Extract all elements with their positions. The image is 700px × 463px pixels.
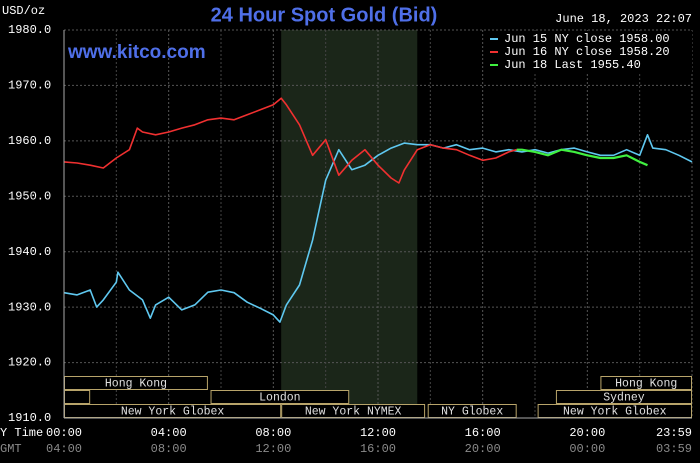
source-label: www.kitco.com — [67, 42, 206, 63]
x2-tick-label: 12:00 — [255, 442, 291, 456]
price-line — [63, 134, 693, 323]
timestamp: June 18, 2023 22:07 — [555, 12, 692, 26]
x-axis-label: Y Time — [0, 426, 43, 440]
legend-label: Jun 18 Last 1955.40 — [504, 58, 641, 72]
session-label: New York Globex — [121, 406, 225, 419]
x-tick-label: 08:00 — [255, 426, 291, 440]
y-tick-label: 1980.0 — [8, 23, 51, 37]
session-label: NY Globex — [441, 406, 503, 419]
session-box — [210, 390, 350, 404]
y-tick-label: 1910.0 — [8, 411, 51, 425]
price-line — [516, 148, 648, 167]
session-label: Sydney — [603, 392, 645, 405]
y-tick-label: 1920.0 — [8, 356, 51, 370]
session-box — [555, 390, 693, 404]
price-line — [63, 97, 517, 184]
x-tick-label: 12:00 — [360, 426, 396, 440]
session-label: New York NYMEX — [305, 406, 402, 419]
legend-label: Jun 16 NY close 1958.20 — [504, 45, 670, 59]
y-tick-label: 1970.0 — [8, 79, 51, 93]
x2-tick-label: 03:59 — [656, 442, 692, 456]
shaded-region — [281, 30, 418, 418]
x2-tick-label: 16:00 — [360, 442, 396, 456]
y-tick-label: 1950.0 — [8, 189, 51, 203]
legend-box — [486, 31, 692, 73]
x2-tick-label: 20:00 — [465, 442, 501, 456]
session-box — [600, 376, 693, 390]
chart-title: 24 Hour Spot Gold (Bid) — [211, 4, 438, 26]
y-tick-label: 1960.0 — [8, 134, 51, 148]
x-tick-label: 04:00 — [151, 426, 187, 440]
x-tick-label: 00:00 — [46, 426, 82, 440]
x2-tick-label: 00:00 — [569, 442, 605, 456]
session-label: London — [259, 392, 300, 405]
session-label: Hong Kong — [615, 378, 677, 391]
session-box — [64, 390, 91, 404]
x2-tick-label: 04:00 — [46, 442, 82, 456]
x-tick-label: 16:00 — [465, 426, 501, 440]
y-tick-label: 1940.0 — [8, 245, 51, 259]
x-tick-label: 23:59 — [656, 426, 692, 440]
x-tick-label: 20:00 — [569, 426, 605, 440]
x2-axis-label: GMT — [0, 442, 22, 456]
session-label: New York Globex — [563, 406, 667, 419]
legend-label: Jun 15 NY close 1958.00 — [504, 32, 670, 46]
x2-tick-label: 08:00 — [151, 442, 187, 456]
y-unit: USD/oz — [2, 4, 45, 18]
y-tick-label: 1930.0 — [8, 300, 51, 314]
session-label: Hong Kong — [105, 378, 167, 391]
